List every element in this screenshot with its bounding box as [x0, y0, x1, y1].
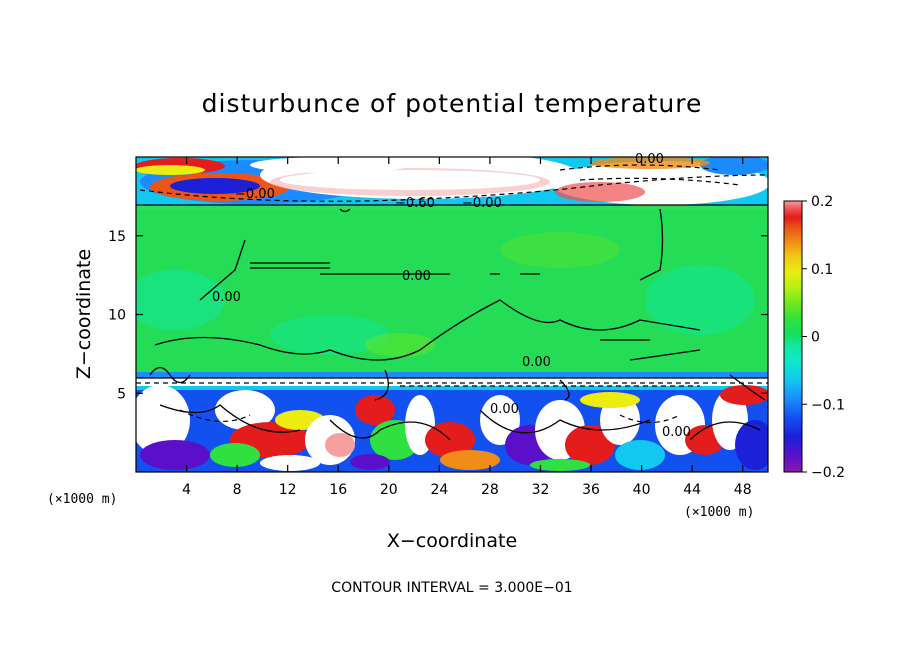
y-tick-label: 10 [108, 308, 126, 324]
chart-title: disturbunce of potential temperature [202, 89, 703, 118]
x-tick-label: 36 [582, 482, 600, 498]
colorbar-tick-label: 0 [811, 330, 820, 346]
contour-label: 0.00 [662, 425, 691, 440]
y-tick-label: 15 [108, 229, 126, 245]
x-tick-label: 12 [279, 482, 297, 498]
x-tick-label: 24 [430, 482, 448, 498]
contour-label: 0.00 [635, 152, 664, 167]
colorbar-tick-label: −0.2 [811, 465, 845, 481]
x-axis: 4 8 12 16 20 24 28 32 36 40 44 48 [182, 157, 752, 498]
y-axis-label: Z−coordinate [73, 249, 95, 379]
y-tick-label: 5 [117, 386, 126, 402]
contour-labels: 0.00 −0.00 −0.60 −0.00 0.00 0.00 0.00 0.… [212, 152, 691, 440]
x-tick-label: 28 [481, 482, 499, 498]
x-unit-left: (×1000 m) [47, 492, 117, 507]
x-tick-label: 44 [683, 482, 701, 498]
x-tick-label: 48 [734, 482, 752, 498]
contour-interval-note: CONTOUR INTERVAL = 3.000E−01 [331, 580, 572, 596]
x-tick-label: 40 [633, 482, 651, 498]
x-tick-label: 20 [380, 482, 398, 498]
y-axis: 5 10 15 [108, 229, 768, 402]
contour-label: −0.60 [395, 196, 435, 211]
colorbar-tick-label: 0.1 [811, 262, 833, 278]
x-tick-label: 16 [329, 482, 347, 498]
x-tick-label: 4 [182, 482, 191, 498]
x-tick-label: 32 [532, 482, 550, 498]
x-axis-label: X−coordinate [387, 530, 517, 552]
contour-label: −0.00 [235, 187, 275, 202]
contour-label: 0.00 [490, 402, 519, 417]
colorbar-gradient [783, 200, 803, 473]
x-unit-right: (×1000 m) [684, 505, 754, 520]
x-tick-label: 8 [233, 482, 242, 498]
colorbar: 0.2 0.1 0 −0.1 −0.2 [783, 194, 845, 481]
contour-label: 0.00 [212, 290, 241, 305]
contour-label: 0.00 [522, 355, 551, 370]
heatmap-field [136, 157, 768, 472]
colorbar-tick-label: −0.1 [811, 397, 845, 413]
colorbar-ticks: 0.2 0.1 0 −0.1 −0.2 [802, 194, 845, 481]
contour-label: −0.00 [462, 196, 502, 211]
contour-label: 0.00 [402, 269, 431, 284]
colorbar-tick-label: 0.2 [811, 194, 833, 210]
